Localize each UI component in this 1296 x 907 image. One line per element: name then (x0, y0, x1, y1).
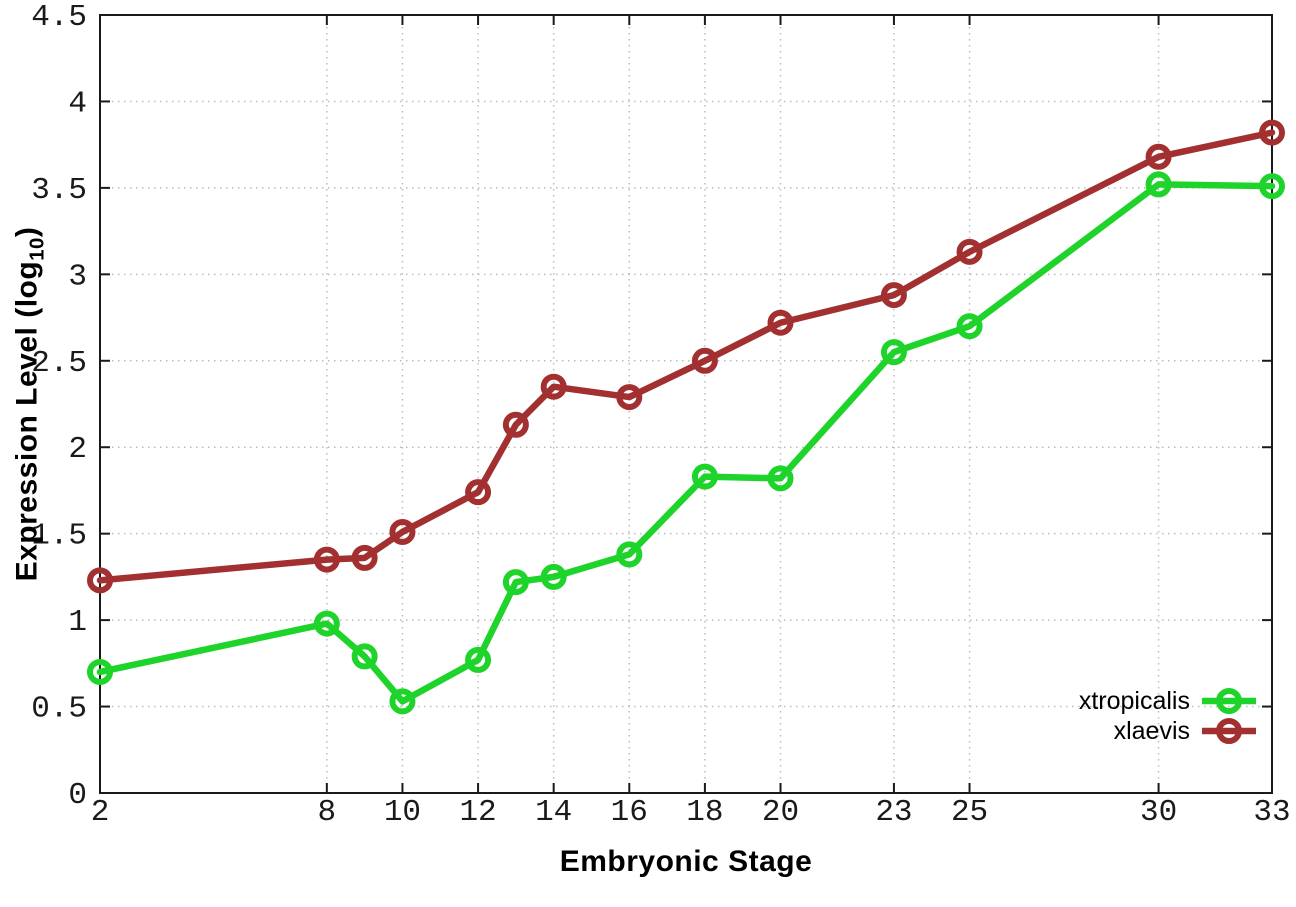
data-point-xlaevis (616, 384, 643, 411)
data-point-xlaevis (465, 479, 492, 506)
y-axis-title-subscript: 10 (26, 237, 49, 261)
x-tick-label: 30 (1140, 795, 1177, 830)
data-point-xtropicalis (87, 658, 113, 685)
y-tick-label: 2 (68, 432, 87, 467)
data-point-xtropicalis (880, 339, 907, 366)
y-tick-label: 0.5 (31, 692, 87, 727)
data-point-xtropicalis (540, 563, 567, 590)
plot-border (99, 14, 1273, 794)
data-point-xlaevis (540, 373, 567, 400)
data-point-xlaevis (956, 238, 983, 265)
data-point-xlaevis (87, 567, 113, 594)
data-point-xlaevis (767, 309, 794, 336)
legend-sample-circle (1216, 718, 1242, 744)
x-tick-label: 23 (875, 795, 912, 830)
x-tick-label: 14 (535, 795, 572, 830)
x-tick-label: 18 (686, 795, 723, 830)
y-tick-label: 3 (68, 259, 87, 294)
y-axis-title-suffix: ) (10, 226, 44, 238)
y-axis-title-text: Expression Level (log (10, 260, 44, 582)
x-tick-label: 20 (762, 795, 799, 830)
data-point-xtropicalis (465, 646, 492, 673)
data-point-xlaevis (313, 546, 340, 573)
x-tick-label: 25 (951, 795, 988, 830)
series-line-xtropicalis (96, 181, 1276, 705)
legend-marker-xlaevis (1202, 718, 1256, 744)
y-tick-label: 4.5 (31, 0, 87, 35)
data-point-xtropicalis (691, 463, 718, 490)
x-tick-label: 33 (1253, 795, 1290, 830)
data-point-xlaevis (1259, 119, 1285, 146)
data-point-xlaevis (1145, 143, 1172, 170)
legend-item-xtropicalis: xtropicalis (1079, 686, 1258, 716)
legend: xtropicalis xlaevis (1079, 686, 1258, 746)
data-point-xlaevis (502, 411, 529, 438)
legend-label: xlaevis (1113, 717, 1190, 745)
x-tick-label: 2 (91, 795, 110, 830)
legend-sample-circle (1216, 688, 1242, 714)
data-point-xtropicalis (389, 688, 416, 715)
data-point-xlaevis (351, 544, 378, 571)
data-point-xtropicalis (767, 465, 794, 492)
data-point-xlaevis (691, 347, 718, 374)
y-tick-label: 4 (68, 86, 87, 121)
x-tick-label: 8 (318, 795, 337, 830)
data-point-xlaevis (880, 282, 907, 309)
legend-label: xtropicalis (1078, 687, 1190, 715)
legend-item-xlaevis: xlaevis (1114, 716, 1258, 746)
data-point-xtropicalis (313, 610, 340, 637)
y-tick-label: 3.5 (31, 173, 87, 208)
data-point-xtropicalis (502, 569, 529, 596)
x-tick-label: 16 (611, 795, 648, 830)
data-point-xtropicalis (956, 313, 983, 340)
y-tick-label: 1.5 (31, 519, 87, 554)
x-tick-label: 12 (459, 795, 496, 830)
data-point-xtropicalis (616, 541, 643, 568)
data-point-xlaevis (389, 518, 416, 545)
x-axis-title: Embryonic Stage (559, 845, 813, 878)
legend-marker-xtropicalis (1202, 688, 1256, 714)
y-tick-label: 0 (68, 778, 87, 813)
data-point-xtropicalis (1145, 171, 1172, 198)
data-point-xtropicalis (1259, 173, 1285, 200)
data-point-xtropicalis (351, 643, 378, 670)
x-tick-label: 10 (384, 795, 421, 830)
series-line-xlaevis (96, 129, 1276, 584)
y-tick-label: 1 (68, 605, 87, 640)
y-tick-label: 2.5 (31, 346, 87, 381)
y-axis-title: Expression Level (log10) (10, 227, 49, 582)
